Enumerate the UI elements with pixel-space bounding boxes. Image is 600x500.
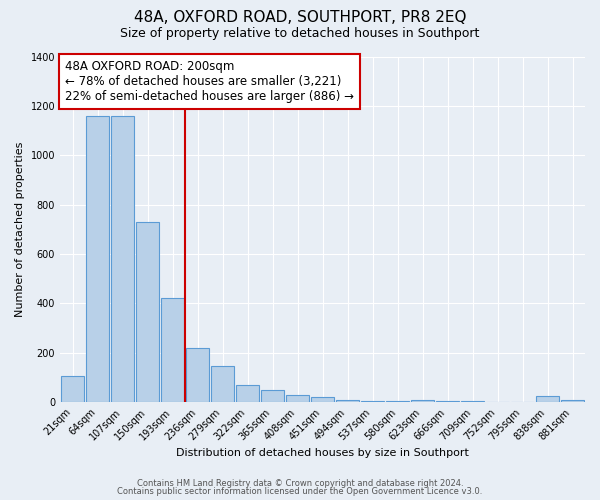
Bar [361, 401, 384, 402]
Bar [211, 366, 234, 402]
Bar [236, 385, 259, 402]
Bar [536, 396, 559, 402]
Text: Size of property relative to detached houses in Southport: Size of property relative to detached ho… [121, 28, 479, 40]
X-axis label: Distribution of detached houses by size in Southport: Distribution of detached houses by size … [176, 448, 469, 458]
Bar [336, 400, 359, 402]
Text: 48A OXFORD ROAD: 200sqm
← 78% of detached houses are smaller (3,221)
22% of semi: 48A OXFORD ROAD: 200sqm ← 78% of detache… [65, 60, 354, 103]
Bar [261, 390, 284, 402]
Text: Contains public sector information licensed under the Open Government Licence v3: Contains public sector information licen… [118, 487, 482, 496]
Bar [311, 397, 334, 402]
Bar [186, 348, 209, 402]
Bar [86, 116, 109, 402]
Y-axis label: Number of detached properties: Number of detached properties [15, 142, 25, 317]
Bar [161, 298, 184, 402]
Text: 48A, OXFORD ROAD, SOUTHPORT, PR8 2EQ: 48A, OXFORD ROAD, SOUTHPORT, PR8 2EQ [134, 10, 466, 25]
Bar [136, 222, 159, 402]
Text: Contains HM Land Registry data © Crown copyright and database right 2024.: Contains HM Land Registry data © Crown c… [137, 478, 463, 488]
Bar [61, 376, 84, 402]
Bar [286, 394, 309, 402]
Bar [561, 400, 584, 402]
Bar [436, 401, 459, 402]
Bar [411, 400, 434, 402]
Bar [111, 116, 134, 402]
